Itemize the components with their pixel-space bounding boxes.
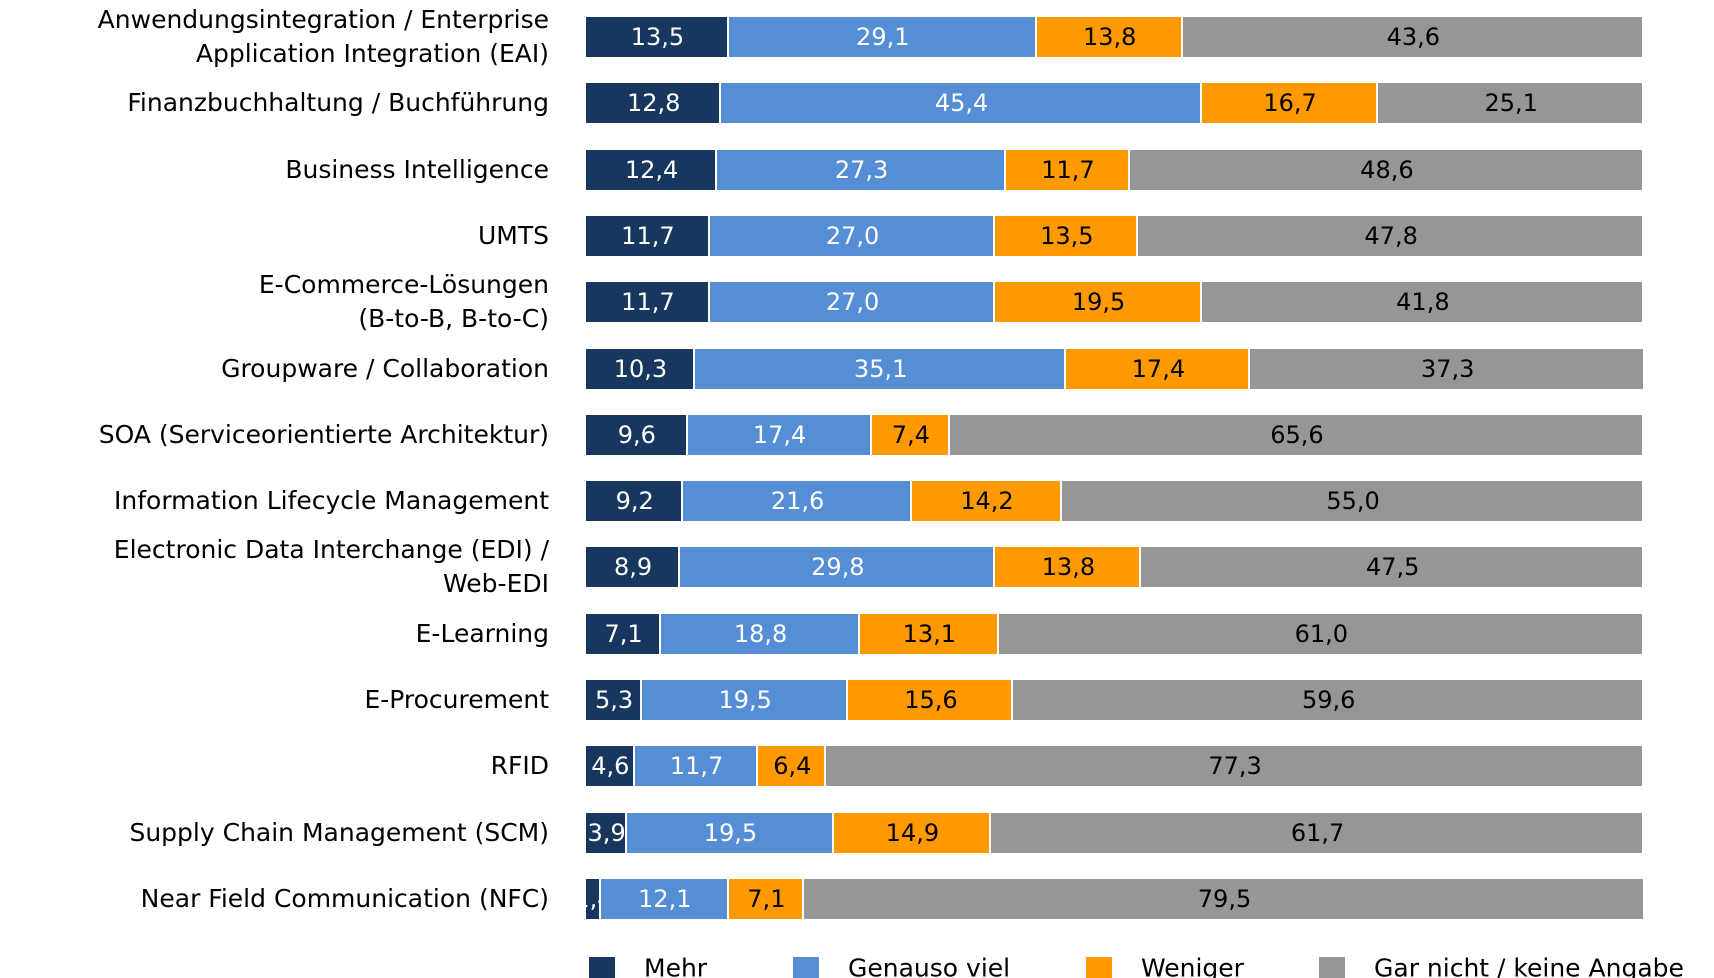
value-label: 61,7 [1291,819,1344,847]
value-label: 19,5 [704,819,757,847]
value-label: 59,6 [1302,686,1355,714]
value-label: 37,3 [1421,355,1474,383]
value-label: 13,8 [1042,553,1095,581]
value-label: 29,8 [811,553,864,581]
value-label: 18,8 [734,620,787,648]
legend-swatch [793,957,819,978]
category-label: Information Lifecycle Management [0,484,549,518]
value-label: 13,5 [1040,222,1093,250]
value-label: 27,0 [826,288,879,316]
value-label: 77,3 [1208,752,1261,780]
legend-swatch [1319,957,1345,978]
value-label: 14,9 [886,819,939,847]
category-label: E-Learning [0,617,549,651]
value-label: 15,6 [904,686,957,714]
value-label: 12,1 [638,885,691,913]
value-label: 14,2 [960,487,1013,515]
value-label: 41,8 [1396,288,1449,316]
value-label: 13,1 [903,620,956,648]
value-label: 7,1 [604,620,642,648]
value-label: 65,6 [1270,421,1323,449]
category-label: Finanzbuchhaltung / Buchführung [0,86,549,120]
legend-label: Mehr [644,954,707,978]
value-label: 8,9 [614,553,652,581]
value-label: 12,8 [627,89,680,117]
category-label: Groupware / Collaboration [0,352,549,386]
value-label: 12,4 [625,156,678,184]
value-label: 11,7 [621,222,674,250]
value-label: 11,7 [670,752,723,780]
legend-label: Genauso viel [848,954,1010,978]
category-label: E-Commerce-Lösungen (B-to-B, B-to-C) [0,268,549,336]
chart: Anwendungsintegration / Enterprise Appli… [0,0,1714,978]
value-label: 27,0 [826,222,879,250]
value-label: 35,1 [854,355,907,383]
value-label: 9,6 [618,421,656,449]
value-label: 79,5 [1198,885,1251,913]
value-label: 16,7 [1263,89,1316,117]
value-label: 47,8 [1364,222,1417,250]
legend-swatch [589,957,615,978]
category-label: UMTS [0,219,549,253]
category-label: SOA (Serviceorientierte Architektur) [0,418,549,452]
value-label: 27,3 [835,156,888,184]
value-label: 4,6 [591,752,629,780]
legend-swatch [1086,957,1112,978]
value-label: 17,4 [1132,355,1185,383]
category-label: Business Intelligence [0,153,549,187]
category-label: Supply Chain Management (SCM) [0,816,549,850]
value-label: 17,4 [753,421,806,449]
value-label: 55,0 [1326,487,1379,515]
value-label: 13,5 [631,23,684,51]
value-label: 25,1 [1485,89,1538,117]
value-label: 19,5 [719,686,772,714]
value-label: 47,5 [1366,553,1419,581]
legend-label: Weniger [1141,954,1244,978]
value-label: 9,2 [616,487,654,515]
value-label: 5,3 [595,686,633,714]
value-label: 21,6 [771,487,824,515]
value-label: 6,4 [773,752,811,780]
value-label: 11,7 [1041,156,1094,184]
value-label: 3,9 [588,819,626,847]
value-label: 7,4 [892,421,930,449]
legend-label: Gar nicht / keine Angabe [1374,954,1684,978]
value-label: 10,3 [614,355,667,383]
value-label: 43,6 [1387,23,1440,51]
value-label: 19,5 [1072,288,1125,316]
category-label: Anwendungsintegration / Enterprise Appli… [0,3,549,71]
value-label: 61,0 [1295,620,1348,648]
category-label: Electronic Data Interchange (EDI) / Web-… [0,533,549,601]
category-label: E-Procurement [0,683,549,717]
value-label: 48,6 [1360,156,1413,184]
value-label: 29,1 [856,23,909,51]
value-label: 45,4 [935,89,988,117]
value-label: 13,8 [1083,23,1136,51]
value-label: 11,7 [621,288,674,316]
category-label: Near Field Communication (NFC) [0,882,549,916]
value-label: 7,1 [747,885,785,913]
category-label: RFID [0,749,549,783]
